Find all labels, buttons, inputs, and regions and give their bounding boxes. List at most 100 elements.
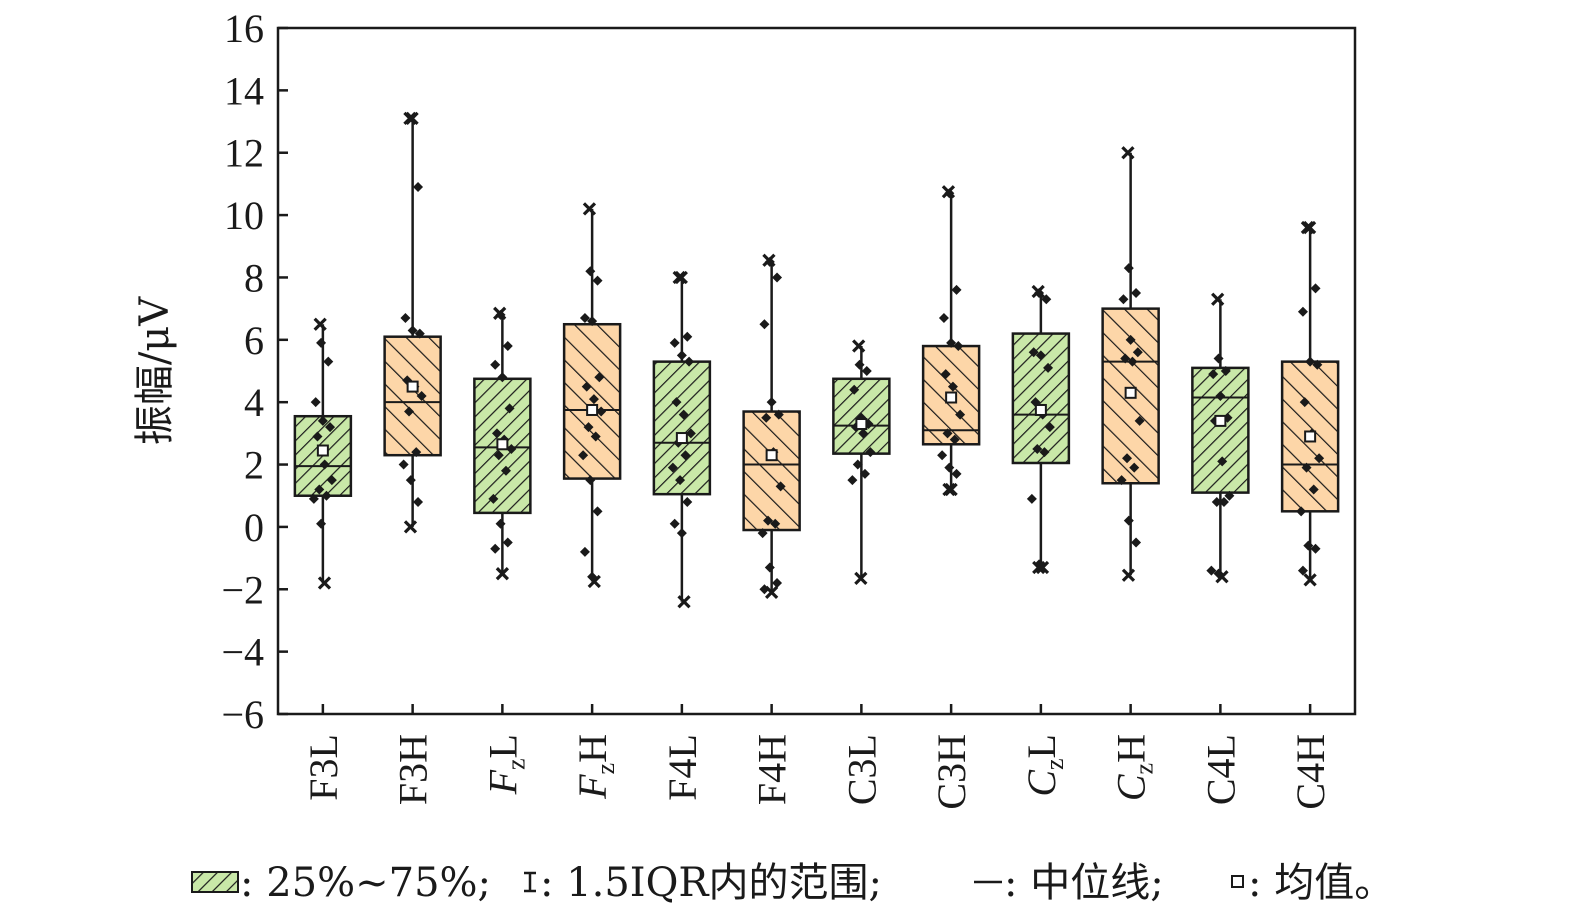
extreme-marker — [1302, 220, 1317, 235]
plot-frame — [276, 26, 1357, 716]
data-point — [579, 312, 590, 323]
data-point — [404, 406, 415, 417]
legend-item-whisker: : 1.5IQR内的范围; — [524, 860, 882, 906]
extreme-marker — [1211, 292, 1225, 306]
mean-marker — [855, 418, 868, 431]
data-point — [316, 337, 327, 348]
data-point — [1301, 462, 1312, 473]
mean-marker — [945, 391, 958, 404]
data-point — [1299, 397, 1310, 408]
x-tick-label: F4H — [750, 734, 795, 805]
data-point — [1297, 306, 1308, 317]
data-point — [1044, 422, 1055, 433]
mean-marker — [1124, 386, 1137, 399]
data-point — [497, 372, 508, 383]
data-point — [847, 475, 858, 486]
box-4 — [652, 270, 712, 609]
extreme-marker — [587, 574, 601, 589]
data-point — [578, 450, 589, 461]
data-point — [1123, 263, 1134, 274]
data-point — [675, 475, 686, 486]
extreme-marker — [677, 595, 691, 609]
data-point — [490, 543, 501, 554]
data-point — [951, 284, 962, 295]
x-tick-label: C4L — [1198, 734, 1243, 805]
box-1 — [383, 111, 442, 534]
data-point — [955, 409, 966, 420]
y-axis: −6 −4 −2 0 2 4 6 8 10 12 14 16 — [221, 6, 288, 737]
y-axis-title: 振幅/μV — [132, 296, 178, 445]
extreme-marker — [405, 111, 419, 126]
data-point — [680, 450, 691, 461]
data-point — [667, 462, 678, 473]
box-6 — [832, 339, 891, 585]
data-point — [940, 369, 951, 380]
mean-marker — [406, 380, 419, 393]
data-point — [590, 431, 601, 442]
y-tick-label: 16 — [224, 6, 264, 51]
extreme-marker — [495, 567, 510, 581]
x-tick-label: F4L — [660, 734, 705, 801]
data-point — [588, 394, 599, 405]
data-point — [1125, 334, 1136, 345]
y-tick-label: 14 — [224, 68, 264, 113]
data-point — [1131, 288, 1142, 299]
data-point — [1217, 456, 1228, 467]
data-point — [854, 359, 865, 370]
extreme-marker — [317, 576, 332, 590]
y-tick-label: 6 — [244, 318, 264, 363]
data-point — [947, 381, 958, 392]
data-point — [1213, 353, 1224, 364]
data-point — [1123, 515, 1134, 526]
data-point — [949, 434, 960, 445]
data-point — [1039, 447, 1050, 458]
box-10 — [1191, 292, 1250, 584]
x-tick-label: CzL — [1019, 734, 1069, 797]
data-point — [316, 518, 327, 529]
data-point — [937, 450, 948, 461]
data-point — [314, 484, 325, 495]
data-point — [682, 331, 693, 342]
y-tick-label: 4 — [244, 380, 264, 425]
data-point — [1312, 359, 1323, 370]
extreme-marker — [944, 482, 958, 497]
box-11 — [1280, 220, 1340, 587]
data-point — [678, 409, 689, 420]
mean-marker — [765, 449, 778, 462]
legend-item-median: : 中位线; — [974, 860, 1164, 906]
y-tick-label: −6 — [221, 692, 264, 737]
data-point — [1215, 390, 1226, 401]
data-point — [1129, 462, 1140, 473]
data-point — [944, 462, 955, 473]
y-tick-label: 2 — [244, 443, 264, 488]
data-point — [407, 325, 418, 336]
extreme-marker — [764, 585, 779, 600]
data-point — [413, 182, 424, 193]
data-point — [592, 275, 603, 286]
data-point — [951, 468, 962, 479]
data-point — [1043, 362, 1054, 373]
data-point — [772, 578, 783, 589]
data-point — [310, 397, 321, 408]
data-point — [1208, 369, 1219, 380]
data-point — [676, 350, 687, 361]
box-3 — [562, 202, 622, 589]
data-point — [772, 272, 783, 283]
data-point — [493, 450, 504, 461]
data-point — [583, 422, 594, 433]
legend-whisker-label: : 1.5IQR内的范围; — [540, 860, 882, 906]
extreme-marker — [1121, 146, 1135, 160]
y-tick-label: 0 — [244, 505, 264, 550]
data-point — [491, 428, 502, 439]
legend-box-swatch — [191, 871, 239, 893]
data-point — [1303, 540, 1314, 551]
data-point — [592, 506, 603, 517]
data-point — [1314, 453, 1325, 464]
data-point — [1218, 496, 1229, 507]
data-point — [1118, 294, 1129, 305]
data-point — [684, 356, 695, 367]
x-tick-label: C3L — [839, 734, 884, 805]
legend-mean-symbol — [1231, 875, 1244, 888]
extreme-marker — [403, 520, 418, 534]
data-point — [858, 428, 869, 439]
